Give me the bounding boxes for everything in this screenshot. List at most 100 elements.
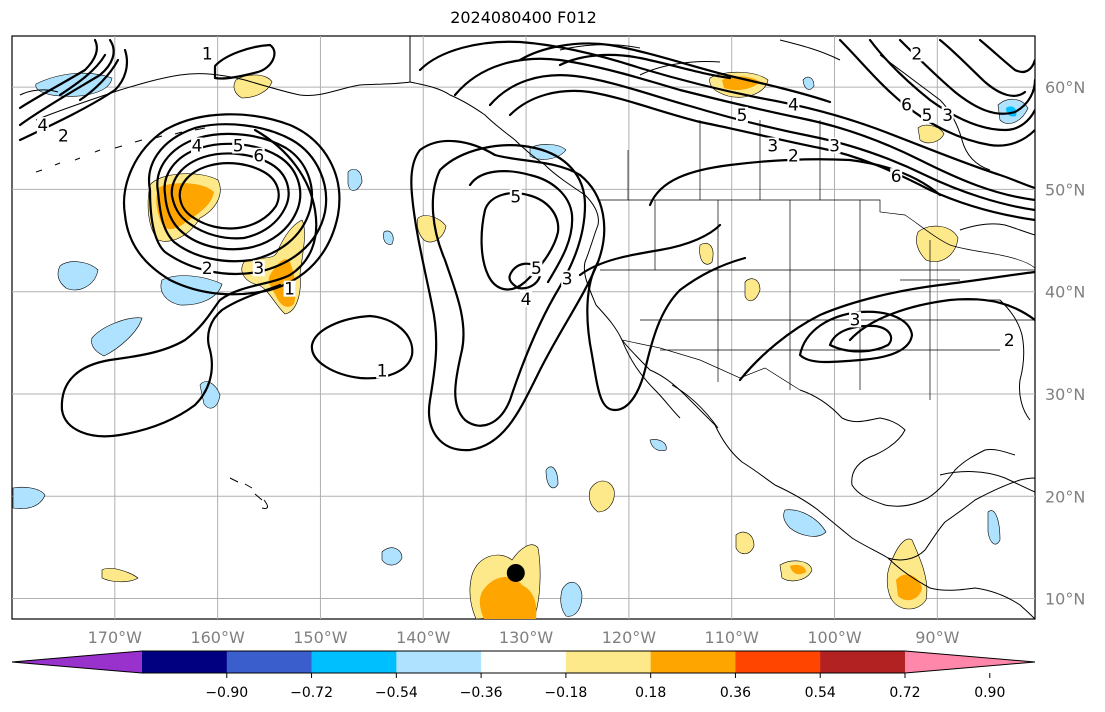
colorbar-segment <box>565 651 652 673</box>
latitude-label: 40°N <box>1045 283 1085 302</box>
longitude-labels: 170°W 160°W 150°W 140°W 130°W 120°W 110°W 100°W… <box>88 628 960 647</box>
contour-line <box>213 43 276 80</box>
latitude-label: 60°N <box>1045 78 1085 97</box>
negative-shading-area <box>783 509 827 537</box>
contour-line <box>898 38 1035 115</box>
contour-label: 1 <box>284 280 295 300</box>
colorbar-segment <box>396 651 482 673</box>
contour-label-background <box>766 137 779 154</box>
contour-label: 2 <box>1004 331 1015 351</box>
negative-shading-area <box>545 466 559 489</box>
contour-line <box>310 314 414 380</box>
contour-label-background <box>283 280 296 297</box>
contour-label-background <box>57 127 70 144</box>
contour-label: 4 <box>37 116 48 136</box>
negative-shading-area <box>347 169 363 191</box>
negative-shading-area <box>802 76 815 90</box>
positive-shading-area <box>916 225 959 262</box>
contour-label: 5 <box>737 106 748 126</box>
contour-label-background <box>849 311 862 328</box>
longitude-label: 140°W <box>396 628 451 647</box>
negative-shading-area <box>91 317 143 357</box>
contour-label: 2 <box>58 126 69 146</box>
contour-line <box>798 310 914 364</box>
positive-shading-area <box>588 480 615 513</box>
colorbar-outline <box>11 650 1036 674</box>
storm-position-marker <box>506 563 525 582</box>
colorbar-tick-labels: −0.90 −0.72 −0.54 −0.36 −0.18 0.18 0.36 0.54 0.7… <box>205 673 1005 701</box>
longitude-label: 100°W <box>807 628 862 647</box>
positive-shading-area <box>744 278 761 302</box>
contour-label: 1 <box>202 44 213 64</box>
colorbar-tick-label: 0.90 <box>974 685 1005 701</box>
contour-line <box>578 223 722 277</box>
latitude-label: 30°N <box>1045 385 1085 404</box>
contour-label-background <box>890 168 903 185</box>
contour-label-background <box>1003 331 1016 348</box>
map-title: 2024080400 F012 <box>450 8 597 27</box>
contour-label: 5 <box>233 137 244 157</box>
contour-label-background <box>252 147 265 164</box>
contour-label-background <box>921 106 934 123</box>
contour-label: 3 <box>942 106 953 126</box>
contour-label: 5 <box>531 259 542 279</box>
contour-line <box>18 38 115 127</box>
contour-line <box>453 57 1035 202</box>
colorbar-segment <box>142 651 228 673</box>
colorbar-tick-label: 0.36 <box>720 685 751 701</box>
latitude-label: 50°N <box>1045 180 1085 199</box>
contour-line <box>148 123 328 276</box>
contour-line <box>431 144 587 427</box>
contour-label-background <box>191 137 204 154</box>
negative-shading-area <box>383 230 394 245</box>
contour-label: 3 <box>829 137 840 157</box>
contour-line <box>123 113 341 296</box>
contour-label-background <box>787 147 800 164</box>
colorbar-extend-min <box>12 651 142 673</box>
contour-line <box>418 40 1035 190</box>
longitude-label: 90°W <box>915 628 959 647</box>
colorbar-tick-label: −0.54 <box>375 685 418 701</box>
positive-shading-area <box>101 567 139 583</box>
colorbar-tick-label: −0.72 <box>290 685 333 701</box>
negative-shading-area <box>649 439 667 451</box>
contour-label: 6 <box>253 147 264 167</box>
contour-line <box>60 128 318 412</box>
contour-label: 6 <box>891 167 902 187</box>
contour-line <box>828 324 893 353</box>
contour-line <box>978 38 1035 74</box>
contour-label: 4 <box>521 290 532 310</box>
contour-line <box>410 139 606 452</box>
contour-label: 2 <box>202 259 213 279</box>
positive-shading-area <box>233 74 273 99</box>
colorbar-extend-max <box>905 651 1035 673</box>
contour-label: 3 <box>850 310 861 330</box>
positive-shading-area <box>735 531 755 555</box>
contour-label-background <box>509 188 522 205</box>
colorbar-segment <box>226 651 313 673</box>
contour-line <box>60 283 282 438</box>
contour-label-background <box>252 260 265 277</box>
contour-line <box>848 298 1035 342</box>
contour-label-background <box>520 290 533 307</box>
positive-shading-area <box>699 242 714 265</box>
contour-line <box>558 53 732 80</box>
contour-label-background <box>941 106 954 123</box>
contour-line <box>58 53 120 102</box>
contour-label-background <box>201 260 214 277</box>
contour-line <box>170 152 290 240</box>
contour-line <box>738 270 1035 382</box>
contour-label-background <box>36 117 49 134</box>
longitude-label: 130°W <box>499 628 554 647</box>
contour-label-background <box>376 362 389 379</box>
positive-shading-area <box>790 564 806 575</box>
colorbar-segment <box>481 651 567 673</box>
negative-shading-area <box>57 261 99 291</box>
contour-line <box>508 89 1035 222</box>
colorbar-segment <box>820 651 906 673</box>
contour-label-background <box>900 96 913 113</box>
colorbar-segment <box>735 651 821 673</box>
longitude-label: 160°W <box>190 628 245 647</box>
contour-label-background <box>787 96 800 113</box>
